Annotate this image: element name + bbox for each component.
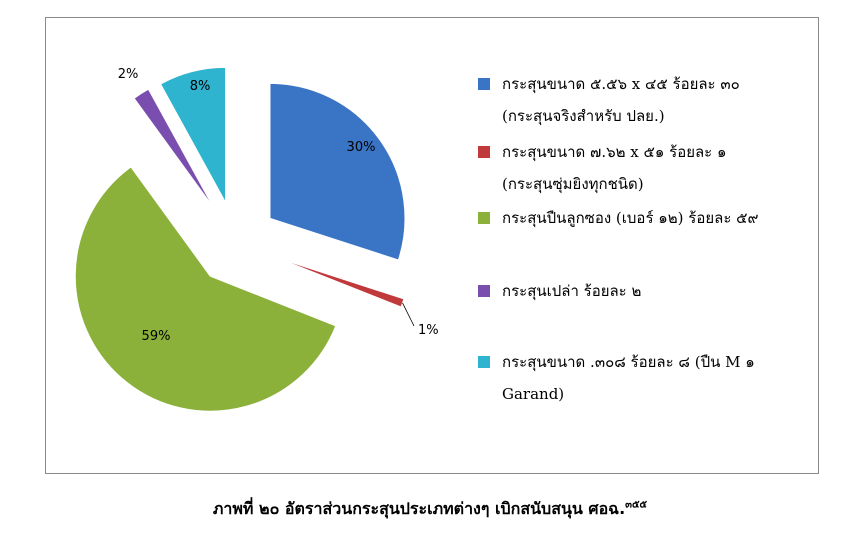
legend-label-line2: Garand): [502, 385, 565, 403]
slice-label-8: 8%: [190, 79, 211, 94]
pie-slice-2: [133, 88, 214, 208]
legend-swatch-purple: [478, 285, 490, 297]
figure-caption: ภาพที่ ๒๐ อัตราส่วนกระสุนประเภทต่างๆ เบิ…: [0, 497, 860, 522]
legend-swatch-blue: [478, 78, 490, 90]
legend-label: กระสุนขนาด .๓๐๘ ร้อยละ ๘ (ปืน M ๑: [502, 353, 755, 371]
caption-text: ภาพที่ ๒๐ อัตราส่วนกระสุนประเภทต่างๆ เบิ…: [212, 499, 626, 518]
legend-swatch-cyan: [478, 356, 490, 368]
legend-label: กระสุนขนาด ๗.๖๒ x ๕๑ ร้อยละ ๑: [502, 143, 727, 161]
slice-label-2: 2%: [118, 67, 139, 82]
legend-swatch-red: [478, 146, 490, 158]
pie-slice-8: [159, 66, 227, 203]
leader-line: [402, 302, 415, 327]
pie-slice-59: [74, 166, 337, 412]
legend-swatch-green: [478, 212, 490, 224]
chart-area: 30% 1% 59% 2% 8% กระสุนขนาด ๕.๕๖ x ๔๕ ร้อยละ…: [45, 17, 819, 474]
legend-label: กระสุนปืนลูกซอง (เบอร์ ๑๒) ร้อยละ ๕๙: [502, 209, 759, 227]
legend-label: กระสุนเปล่า ร้อยละ ๒: [502, 282, 642, 300]
pie-chart: 30% 1% 59% 2% 8%: [74, 66, 439, 412]
slice-label-1: 1%: [418, 323, 439, 338]
pie-slice-30: [269, 82, 406, 261]
legend-label-line2: (กระสุนซุ่มยิงทุกชนิด): [502, 175, 644, 193]
slice-label-30: 30%: [347, 140, 376, 155]
pie-slice-1: [275, 256, 405, 308]
caption-footnote: ๓๕๕: [625, 499, 648, 511]
legend-label-line2: (กระสุนจริงสำหรับ ปลย.): [502, 107, 665, 125]
slice-label-59: 59%: [142, 329, 171, 344]
legend-label: กระสุนขนาด ๕.๕๖ x ๔๕ ร้อยละ ๓๐: [502, 75, 740, 93]
